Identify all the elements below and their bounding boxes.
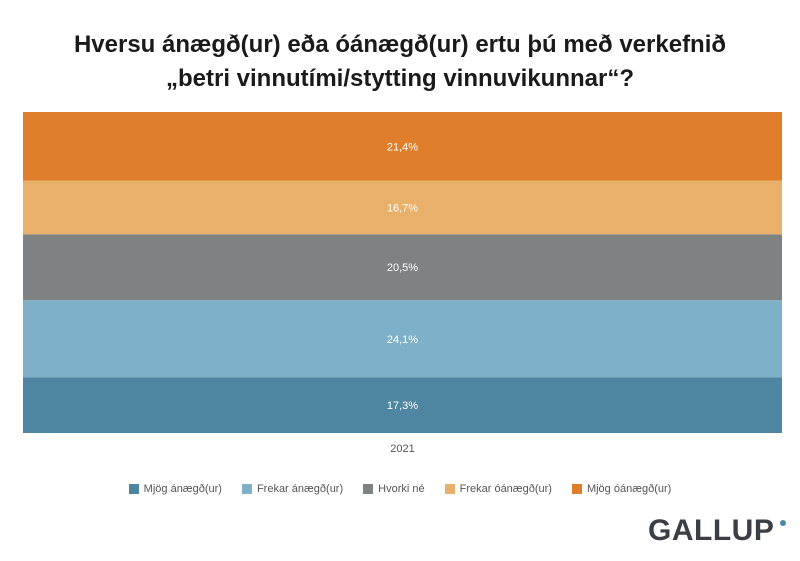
- chart-title-line-1: Hversu ánægð(ur) eða óánægð(ur) ertu þú …: [73, 31, 727, 58]
- legend-swatch: [571, 484, 582, 494]
- legend-label: Hvorki né: [378, 483, 425, 495]
- legend-swatch: [363, 484, 374, 494]
- gallup-logo: GALLUP: [648, 514, 775, 547]
- legend-item-3: Hvorki né: [363, 483, 425, 495]
- bar-segment-4: [23, 180, 782, 235]
- legend-label: Frekar ánægð(ur): [256, 483, 344, 495]
- data-label-1: 17,3%: [387, 400, 418, 412]
- legend-label: Frekar óánægð(ur): [459, 483, 552, 495]
- bar-segment-1: [23, 377, 782, 433]
- legend-item-4: Frekar óánægð(ur): [444, 483, 552, 495]
- legend-item-5: Mjög óánægð(ur): [571, 483, 672, 495]
- legend-label: Mjög ánægð(ur): [143, 483, 222, 495]
- data-label-2: 24,1%: [387, 334, 418, 346]
- legend-item-1: Mjög ánægð(ur): [128, 483, 222, 495]
- data-label-4: 16,7%: [387, 202, 418, 214]
- bar-segment-3: [23, 234, 782, 301]
- legend-item-2: Frekar ánægð(ur): [241, 483, 344, 495]
- chart-title-line-2: „betri vinnutími/stytting vinnuvikunnar“…: [165, 65, 635, 92]
- gallup-logo-dot: [780, 520, 786, 526]
- data-label-3: 20,5%: [387, 262, 418, 274]
- legend-swatch: [241, 484, 252, 494]
- x-tick-label: 2021: [390, 443, 414, 455]
- legend-swatch: [128, 484, 139, 494]
- bar-segment-2: [23, 300, 782, 378]
- chart-legend: Mjög ánægð(ur) Frekar ánægð(ur) Hvorki né F…: [0, 483, 800, 495]
- data-label-5: 21,4%: [387, 141, 418, 153]
- legend-label: Mjög óánægð(ur): [586, 483, 672, 495]
- chart-title: Hversu ánægð(ur) eða óánægð(ur) ertu þú …: [0, 28, 800, 96]
- legend-swatch: [444, 484, 455, 494]
- bar-segment-5: [23, 112, 782, 181]
